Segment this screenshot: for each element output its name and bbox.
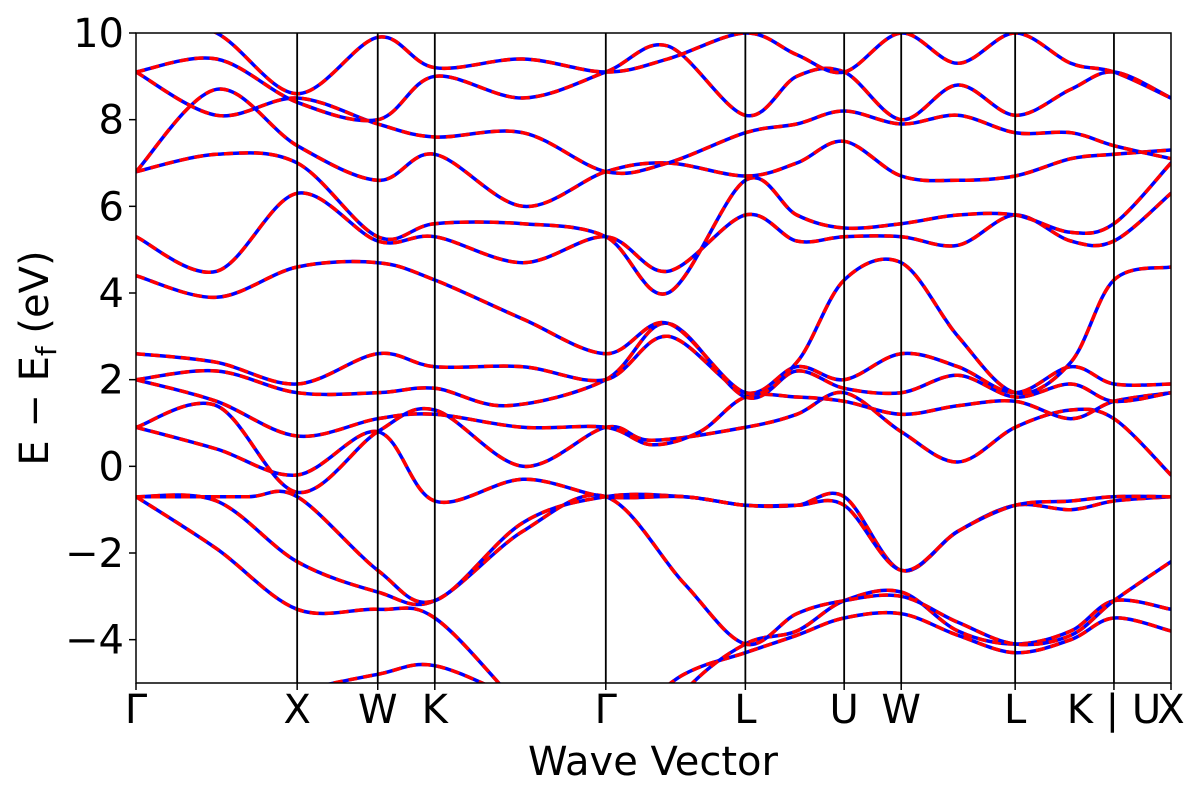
x-tick-label-3: K [422, 687, 450, 733]
y-tick-label-5: 0 [99, 444, 124, 490]
x-tick-label-1: X [283, 687, 310, 733]
band-1-dashed [325, 610, 1171, 683]
y-axis-ticks: 10 8 6 4 2 0 −2 −4 [65, 11, 136, 664]
y-tick-label-7: −4 [65, 618, 124, 664]
y-tick-label-6: −2 [65, 531, 124, 577]
x-tick-label-10: X [1157, 687, 1184, 733]
y-tick-label-3: 4 [99, 271, 124, 317]
x-tick-label-7: W [881, 687, 921, 733]
y-axis-label-main: E − E [12, 356, 58, 466]
band-15-dashed [136, 42, 1171, 123]
band-3-dashed [136, 493, 1171, 647]
band-12-dashed [136, 151, 1171, 296]
band-10-dashed [136, 257, 1171, 396]
y-axis-label: E − Ef (eV) [12, 250, 63, 465]
y-axis-label-unit: (eV) [12, 250, 58, 346]
x-tick-label-5: L [734, 687, 757, 733]
x-axis-label: Wave Vector [528, 739, 779, 785]
high-symmetry-lines [296, 33, 1115, 683]
x-tick-label-0: Γ [125, 687, 148, 733]
plot-frame [135, 32, 1172, 684]
y-tick-label-1: 8 [99, 98, 124, 144]
band-14-dashed [136, 70, 1171, 176]
x-tick-label-6: U [830, 687, 859, 733]
x-tick-label-2: W [358, 687, 398, 733]
x-tick-label-9: K | U [1067, 687, 1161, 733]
y-axis-label-sub: f [30, 345, 63, 356]
y-tick-label-0: 10 [73, 11, 124, 57]
y-tick-label-4: 2 [99, 358, 124, 404]
x-tick-label-4: Γ [595, 687, 618, 733]
y-tick-label-2: 6 [99, 184, 124, 230]
x-tick-label-8: L [1004, 687, 1027, 733]
band-7-dashed [136, 378, 1171, 447]
